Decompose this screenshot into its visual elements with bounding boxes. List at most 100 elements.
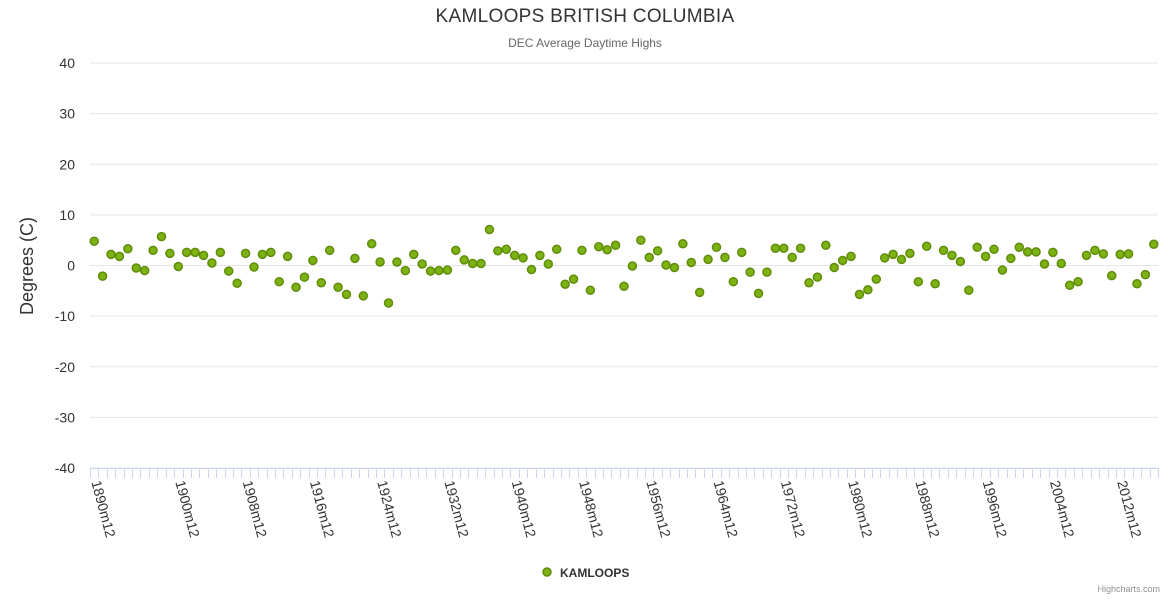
data-point[interactable] [694, 287, 705, 298]
data-point[interactable] [232, 278, 242, 288]
data-point[interactable] [123, 244, 133, 254]
data-point[interactable] [282, 251, 293, 262]
data-point[interactable] [703, 254, 713, 265]
data-point[interactable] [1039, 259, 1050, 269]
data-point[interactable] [1056, 258, 1067, 269]
data-point[interactable] [955, 256, 966, 267]
data-point[interactable] [1149, 239, 1159, 249]
data-point[interactable] [913, 276, 924, 287]
data-point[interactable] [661, 260, 671, 270]
data-point[interactable] [728, 276, 739, 287]
data-point[interactable] [1031, 247, 1041, 257]
data-point[interactable] [97, 271, 108, 281]
data-point[interactable] [106, 249, 116, 260]
data-point[interactable] [240, 248, 251, 259]
data-point[interactable] [350, 253, 360, 264]
data-point[interactable] [114, 251, 125, 262]
data-point[interactable] [568, 274, 579, 284]
data-point[interactable] [905, 248, 915, 259]
data-point[interactable] [1006, 253, 1016, 264]
data-point[interactable] [425, 266, 436, 276]
data-point[interactable] [896, 254, 907, 265]
data-point[interactable] [997, 265, 1008, 275]
data-point[interactable] [812, 272, 823, 282]
data-point[interactable] [753, 288, 764, 299]
data-point[interactable] [1106, 270, 1117, 281]
data-point[interactable] [711, 242, 722, 253]
data-point[interactable] [745, 267, 755, 277]
data-point[interactable] [863, 285, 873, 295]
data-point[interactable] [442, 265, 453, 275]
data-point[interactable] [484, 224, 495, 235]
data-point[interactable] [173, 261, 184, 272]
data-point[interactable] [585, 285, 596, 296]
data-point[interactable] [493, 246, 503, 256]
credits-link[interactable]: Highcharts.com [1097, 584, 1160, 594]
data-point[interactable] [400, 265, 411, 276]
data-point[interactable] [366, 238, 377, 249]
data-point[interactable] [770, 243, 781, 254]
data-point[interactable] [602, 245, 612, 255]
data-point[interactable] [610, 240, 621, 250]
data-point[interactable] [1081, 250, 1092, 261]
data-point[interactable] [451, 245, 461, 256]
data-point[interactable] [383, 298, 394, 308]
data-point[interactable] [551, 244, 562, 255]
data-point[interactable] [156, 231, 167, 242]
data-point[interactable] [1115, 249, 1125, 260]
data-point[interactable] [888, 249, 898, 260]
data-point[interactable] [787, 252, 797, 263]
data-point[interactable] [736, 247, 747, 258]
data-point[interactable] [1064, 280, 1075, 290]
data-point[interactable] [947, 250, 957, 261]
data-point[interactable] [375, 257, 385, 267]
data-point[interactable] [938, 245, 949, 256]
data-point[interactable] [577, 245, 587, 256]
data-point[interactable] [257, 249, 268, 260]
data-point[interactable] [266, 247, 276, 258]
data-point[interactable] [543, 259, 554, 269]
data-point[interactable] [972, 242, 982, 253]
data-point[interactable] [879, 253, 890, 263]
data-point[interactable] [964, 285, 974, 296]
data-point[interactable] [308, 255, 318, 266]
data-point[interactable] [1048, 247, 1058, 258]
data-point[interactable] [409, 249, 419, 260]
data-point[interactable] [669, 262, 680, 273]
data-point[interactable] [989, 244, 999, 255]
data-point[interactable] [207, 258, 217, 268]
data-point[interactable] [358, 291, 369, 301]
data-point[interactable] [980, 251, 991, 262]
data-point[interactable] [341, 289, 352, 300]
data-point[interactable] [198, 250, 209, 261]
data-point[interactable] [501, 244, 512, 255]
data-point[interactable] [636, 235, 646, 245]
data-point[interactable] [291, 282, 301, 293]
data-point[interactable] [1132, 278, 1142, 289]
data-point[interactable] [131, 263, 142, 273]
data-point[interactable] [930, 278, 940, 289]
data-point[interactable] [165, 248, 175, 259]
data-point[interactable] [434, 265, 444, 276]
data-point[interactable] [190, 247, 200, 258]
data-point[interactable] [779, 243, 789, 254]
data-point[interactable] [417, 259, 427, 269]
data-point[interactable] [249, 262, 259, 272]
data-point[interactable] [821, 240, 831, 250]
data-point[interactable] [686, 257, 697, 268]
data-point[interactable] [594, 242, 604, 252]
data-point[interactable] [535, 250, 545, 261]
data-point[interactable] [627, 261, 638, 271]
data-point[interactable] [526, 264, 537, 275]
data-point[interactable] [1098, 249, 1109, 259]
data-point[interactable] [181, 247, 192, 258]
data-point[interactable] [274, 276, 284, 287]
data-point[interactable] [1140, 269, 1151, 280]
data-point[interactable] [678, 238, 688, 249]
data-point[interactable] [846, 251, 856, 262]
data-point[interactable] [1014, 242, 1024, 253]
data-point[interactable] [804, 277, 814, 288]
data-point[interactable] [560, 279, 570, 289]
data-point[interactable] [215, 247, 226, 258]
data-point[interactable] [224, 266, 234, 276]
